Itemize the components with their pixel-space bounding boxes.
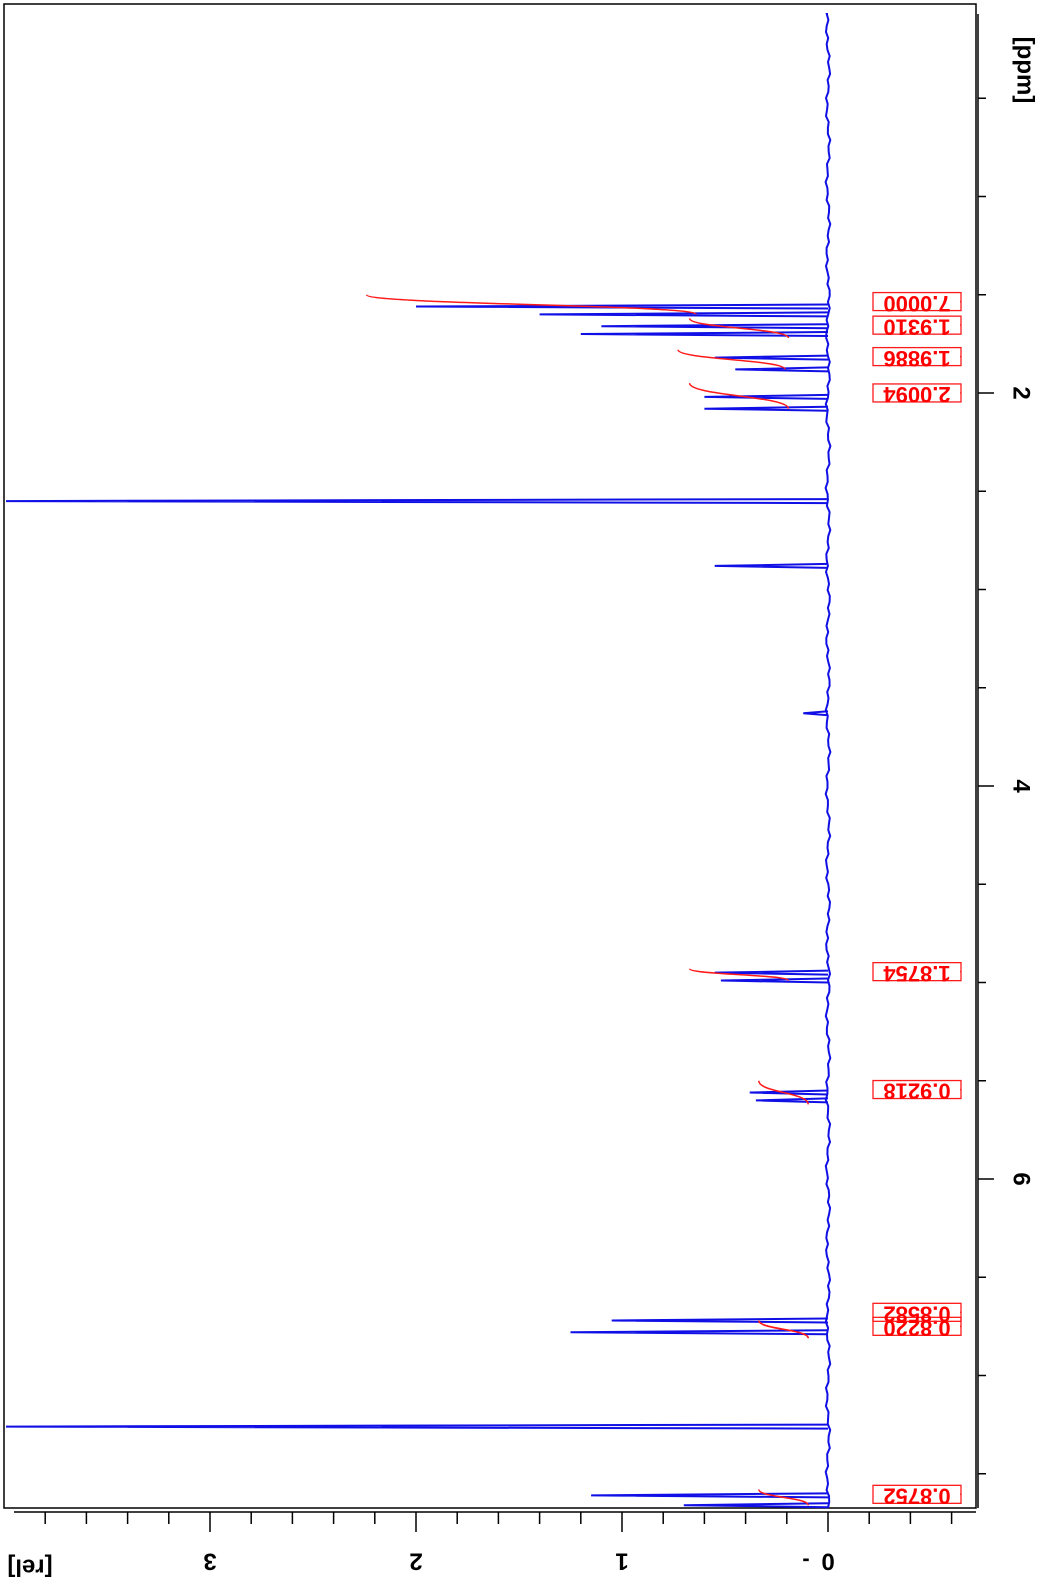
integral-curve <box>758 1080 809 1105</box>
rel-tick-label: 1 <box>615 1548 628 1575</box>
spectrum-peak <box>5 498 829 505</box>
spectrum-peak <box>683 1502 829 1509</box>
spectrum-peak <box>704 405 829 412</box>
ppm-axis-title: [ppm] <box>1012 37 1039 104</box>
spectrum-peak <box>749 1089 829 1096</box>
axes-layer: 2 4 6 [ppm] 0 1 2 3 - [rel] <box>7 14 1039 1581</box>
spectrum-baseline <box>824 13 832 1509</box>
rel-tick-label: 3 <box>203 1548 216 1575</box>
plot-frame <box>3 3 977 1509</box>
ppm-tick-label: 2 <box>1008 386 1035 399</box>
integral-value-label: 0.8752 <box>883 1484 950 1509</box>
spectrum-peak <box>803 710 829 717</box>
integral-value-label: 1.9310 <box>883 314 950 339</box>
integral-value-label: 0.9218 <box>883 1079 950 1104</box>
rel-tick-label: 2 <box>409 1548 422 1575</box>
spectrum-peak <box>601 323 829 330</box>
spectrum-peak <box>720 977 829 984</box>
spectrum-peak <box>704 393 829 400</box>
spectrum-peak <box>5 1423 829 1430</box>
rel-tick-label: 0 <box>821 1548 834 1575</box>
integral-curve <box>688 317 790 339</box>
spectrum-peak <box>591 1492 829 1499</box>
integral-value-label: 2.0094 <box>883 382 951 407</box>
integral-curve <box>688 968 790 982</box>
integral-value-label: 7.0000 <box>883 291 950 316</box>
integral-curve <box>677 349 786 371</box>
spectrum-peak <box>714 562 829 569</box>
ppm-tick-label: 4 <box>1008 779 1035 793</box>
ppm-tick-label: 6 <box>1008 1172 1035 1185</box>
integral-value-label: 1.9886 <box>883 346 950 371</box>
spectrum-peak <box>611 1317 829 1324</box>
spectrum-peak <box>570 1329 829 1336</box>
integral-curve <box>688 382 790 410</box>
integral-value-label: 0.8220 <box>883 1316 950 1341</box>
integral-value-label: 1.8754 <box>883 961 951 986</box>
integral-curve <box>758 1489 809 1506</box>
rel-zero-dash: - <box>802 1549 809 1574</box>
spectrum-peak <box>580 331 829 338</box>
spectrum-peak <box>415 303 829 310</box>
rel-axis-title: [rel] <box>7 1554 52 1581</box>
spectrum-peak <box>539 311 829 318</box>
integral-value-label: 0.8582 <box>883 1302 950 1327</box>
integral-curve <box>365 294 697 316</box>
integral-curve <box>758 1320 809 1339</box>
spectrum-peak <box>735 366 829 373</box>
